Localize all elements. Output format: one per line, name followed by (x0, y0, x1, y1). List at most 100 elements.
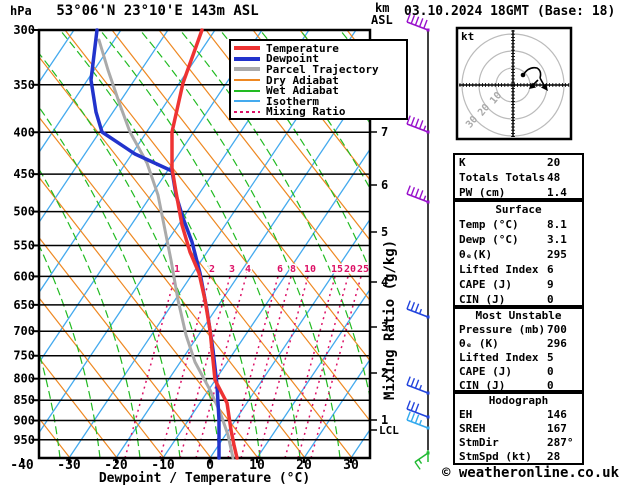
svg-text:6: 6 (277, 264, 283, 275)
copyright-label: © weatheronline.co.uk (442, 465, 620, 481)
row-value: 287° (547, 436, 574, 449)
row-value: 9 (547, 278, 554, 291)
table-row: CIN (J) 0 (455, 292, 582, 306)
row-value: 0 (547, 293, 554, 306)
row-value: 28 (547, 450, 561, 463)
svg-text:10: 10 (304, 264, 316, 275)
row-value: 0 (547, 379, 554, 392)
table-row: Dewp (°C) 3.1 (455, 232, 582, 247)
svg-text:300: 300 (13, 23, 35, 37)
dry-adiabat-line-swatch (234, 79, 260, 82)
legend-label: Dry Adiabat (266, 73, 339, 87)
svg-text:950: 950 (13, 433, 35, 447)
row-value: 5 (547, 351, 554, 364)
table-row: StmDir 287° (455, 436, 582, 450)
table-row: Pressure (mb) 700 (455, 323, 582, 337)
svg-text:2: 2 (209, 264, 215, 275)
table-row: Lifted Index 5 (455, 351, 582, 365)
svg-text:3: 3 (229, 264, 235, 275)
svg-text:3: 3 (381, 320, 388, 334)
dewpoint-line-swatch (234, 56, 260, 61)
legend-item: Dewpoint (231, 52, 406, 66)
row-value: 8.1 (547, 218, 567, 231)
row-label: Temp (°C) (459, 218, 519, 231)
row-label: StmDir (459, 436, 499, 449)
row-value: 20 (547, 156, 561, 169)
svg-text:350: 350 (13, 78, 35, 92)
row-value: 1.4 (547, 186, 567, 199)
table-row: θₑ (K) 296 (455, 337, 582, 351)
row-label: CIN (J) (459, 293, 506, 306)
legend-label: Mixing Ratio (266, 105, 346, 119)
svg-text:2: 2 (381, 366, 388, 380)
legend-label: Parcel Trajectory (266, 62, 379, 76)
mixing-ratio-line-swatch (234, 110, 260, 113)
table-row: Totals Totals 48 (455, 170, 582, 185)
svg-text:800: 800 (13, 372, 35, 386)
lcl-label: LCL (379, 424, 399, 437)
table-row: PW (cm) 1.4 (455, 185, 582, 199)
most-unstable-panel: Most Unstable Pressure (mb) 700 θₑ (K) 296… (453, 307, 584, 392)
table-row: K 20 (455, 155, 582, 170)
row-label: Totals Totals (459, 171, 546, 184)
row-value: 295 (547, 248, 567, 261)
legend-item: Mixing Ratio (231, 105, 406, 119)
svg-text:400: 400 (13, 125, 35, 139)
table-row: StmSpd (kt) 28 (455, 450, 582, 463)
panel-title: Surface (495, 203, 542, 216)
table-row: CIN (J) 0 (455, 379, 582, 392)
mixing-ratio-axis-label: Mixing Ratio (g/kg) (382, 239, 398, 400)
pressure-unit-label: hPa (10, 4, 32, 18)
row-label: K (459, 156, 466, 169)
row-value: 3.1 (547, 233, 567, 246)
asl-unit-label: ASL (371, 13, 393, 27)
svg-text:850: 850 (13, 393, 35, 407)
surface-panel: Surface Temp (°C) 8.1 Dewp (°C) 3.1 θₑ(K) 2… (453, 200, 584, 307)
row-label: StmSpd (kt) (459, 450, 532, 463)
parcel-line-swatch (234, 67, 260, 72)
temperature-line-swatch (234, 46, 260, 51)
row-label: SREH (459, 422, 486, 435)
hodograph-unit-label: kt (461, 30, 475, 43)
legend-label: Dewpoint (266, 52, 319, 66)
svg-text:1: 1 (174, 264, 180, 275)
page-title: 53°06'N 23°10'E 143m ASL (56, 3, 259, 19)
row-label: EH (459, 408, 473, 421)
row-label: CAPE (J) (459, 365, 512, 378)
hodograph-panel: Hodograph EH 146 SREH 167 StmDir 287° StmSp… (453, 392, 584, 465)
svg-text:4: 4 (381, 275, 388, 289)
svg-text:20: 20 (344, 264, 356, 275)
svg-text:-20: -20 (104, 458, 128, 473)
table-row: CAPE (J) 9 (455, 277, 582, 292)
row-value: 296 (547, 337, 567, 350)
row-label: CAPE (J) (459, 278, 512, 291)
svg-text:6: 6 (381, 178, 388, 192)
row-label: Dewp (°C) (459, 233, 519, 246)
legend-item: Dry Adiabat (231, 75, 406, 86)
legend: Temperature Dewpoint Parcel Trajectory D… (229, 39, 408, 120)
svg-text:7: 7 (381, 125, 388, 139)
svg-text:650: 650 (13, 298, 35, 312)
svg-text:500: 500 (13, 205, 35, 219)
row-value: 0 (547, 365, 554, 378)
svg-text:600: 600 (13, 269, 35, 283)
svg-text:550: 550 (13, 238, 35, 252)
row-label: θₑ(K) (459, 248, 493, 261)
table-row: Temp (°C) 8.1 (455, 217, 582, 232)
legend-item: Parcel Trajectory (231, 64, 406, 75)
wet-adiabat-line-swatch (234, 89, 260, 92)
svg-text:1: 1 (381, 413, 388, 427)
table-row: θₑ(K) 295 (455, 247, 582, 262)
legend-item: Wet Adiabat (231, 85, 406, 96)
svg-text:-30: -30 (57, 458, 81, 473)
table-row: Lifted Index 6 (455, 262, 582, 277)
legend-item: Isotherm (231, 96, 406, 107)
svg-text:450: 450 (13, 167, 35, 181)
svg-text:-40: -40 (10, 458, 34, 473)
svg-text:700: 700 (13, 324, 35, 338)
table-row: SREH 167 (455, 422, 582, 436)
svg-text:8: 8 (290, 264, 296, 275)
row-value: 700 (547, 323, 567, 336)
panel-title: Hodograph (488, 394, 549, 407)
km-unit-label: km (375, 1, 390, 15)
